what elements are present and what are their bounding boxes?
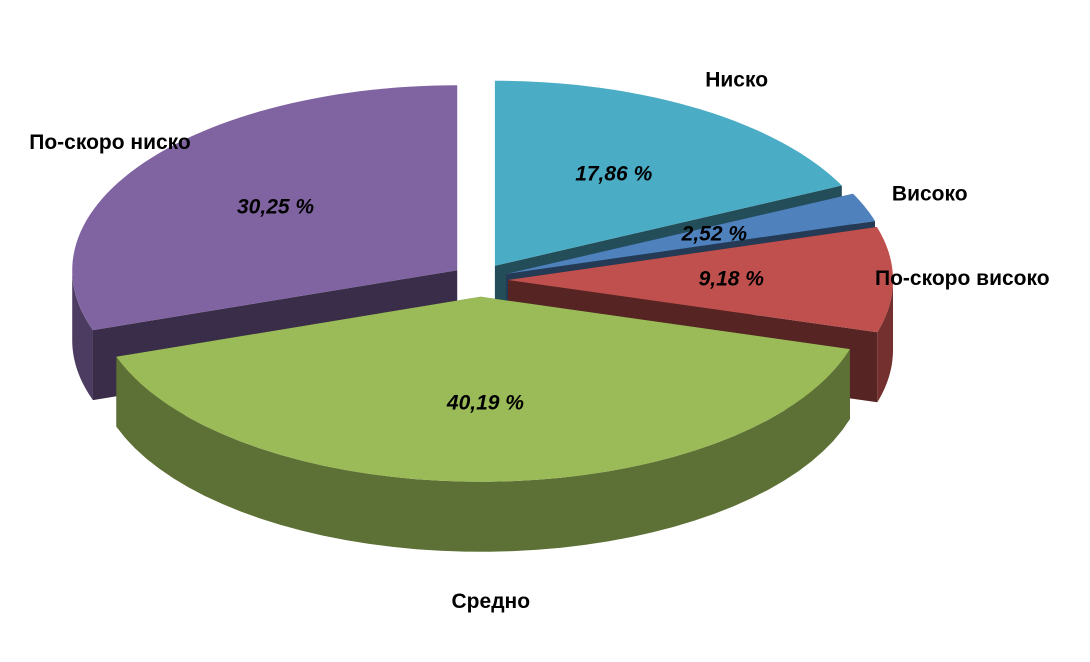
slice-wall xyxy=(72,270,93,401)
slice xyxy=(507,227,893,333)
data-label: 2,52 % xyxy=(681,223,748,246)
category-label: Високо xyxy=(892,183,968,206)
slice xyxy=(116,296,850,482)
category-label: Средно xyxy=(452,590,531,613)
slice xyxy=(506,193,876,274)
category-label: Ниско xyxy=(705,68,768,91)
data-label: 9,18 % xyxy=(699,267,765,290)
category-label: По-скоро високо xyxy=(875,267,1050,290)
slice xyxy=(72,85,458,331)
slice-wall xyxy=(116,349,850,552)
category-label: По-скоро ниско xyxy=(29,131,190,154)
slice xyxy=(494,80,842,266)
data-label: 17,86 % xyxy=(575,162,652,185)
data-label: 40,19 % xyxy=(446,392,524,415)
data-label: 30,25 % xyxy=(237,195,314,218)
slice-wall xyxy=(877,279,893,403)
